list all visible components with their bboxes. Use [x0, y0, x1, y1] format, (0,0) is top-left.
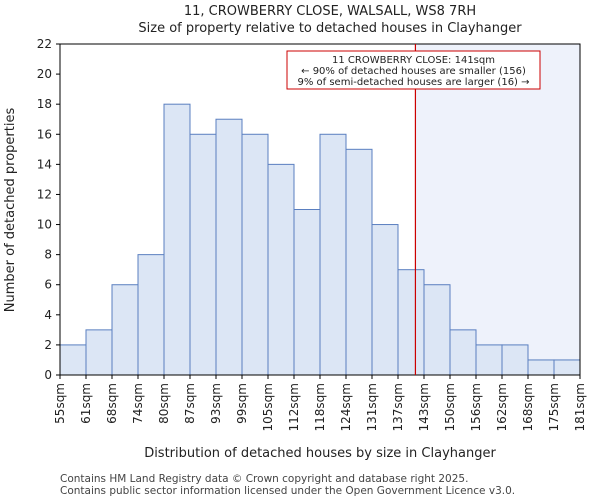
bar-168sqm	[527, 359, 555, 376]
bar-118sqm	[319, 133, 347, 376]
y-tick-label: 2	[44, 338, 52, 352]
bar-131sqm	[371, 224, 399, 376]
x-tick-label: 175sqm	[547, 383, 561, 431]
bar-156sqm	[475, 344, 503, 376]
bar-124sqm	[345, 148, 373, 376]
bar-87sqm	[189, 133, 217, 376]
chart-title-line-2: Size of property relative to detached ho…	[138, 21, 522, 36]
bar-61sqm	[85, 329, 113, 376]
y-tick-label: 12	[37, 187, 52, 201]
annotation-box	[286, 50, 541, 90]
x-tick-label: 131sqm	[365, 383, 379, 431]
x-tick-label: 61sqm	[79, 383, 93, 424]
y-axis-label: Number of detached properties	[3, 108, 18, 313]
bar-105sqm	[267, 163, 295, 376]
bar-55sqm	[59, 344, 87, 376]
bar-143sqm	[423, 284, 451, 376]
x-tick-label: 74sqm	[131, 383, 145, 424]
y-tick-label: 4	[44, 308, 52, 322]
x-tick-label: 112sqm	[287, 383, 301, 431]
annotation-line-1: 11 CROWBERRY CLOSE: 141sqm	[332, 55, 495, 66]
x-tick-label: 168sqm	[521, 383, 535, 431]
x-tick-label: 143sqm	[417, 383, 431, 431]
x-axis-label: Distribution of detached houses by size …	[144, 446, 496, 461]
y-tick-label: 20	[37, 67, 52, 81]
chart-title-line-1: 11, CROWBERRY CLOSE, WALSALL, WS8 7RH	[184, 4, 476, 19]
x-tick-label: 93sqm	[209, 383, 223, 424]
bar-137sqm	[397, 269, 425, 376]
bar-112sqm	[293, 209, 321, 376]
bar-74sqm	[137, 254, 165, 376]
footer-line-1: Contains HM Land Registry data © Crown c…	[60, 473, 469, 485]
y-tick-label: 6	[44, 278, 52, 292]
y-tick-label: 10	[37, 218, 52, 232]
bar-99sqm	[241, 133, 269, 376]
y-tick-label: 8	[44, 248, 52, 262]
histogram-chart: 11, CROWBERRY CLOSE, WALSALL, WS8 7RH Si…	[3, 4, 587, 461]
bar-150sqm	[449, 329, 477, 376]
x-tick-label: 162sqm	[495, 383, 509, 431]
y-tick-label: 0	[44, 368, 52, 382]
x-tick-label: 181sqm	[573, 383, 587, 431]
y-tick-label: 22	[37, 37, 52, 51]
x-tick-label: 87sqm	[183, 383, 197, 424]
x-tick-label: 80sqm	[157, 383, 171, 424]
bar-80sqm	[163, 103, 191, 376]
x-tick-label: 55sqm	[53, 383, 67, 424]
x-tick-label: 137sqm	[391, 383, 405, 431]
bar-175sqm	[553, 359, 581, 376]
x-tick-label: 124sqm	[339, 383, 353, 431]
y-tick-label: 18	[37, 97, 52, 111]
x-tick-label: 68sqm	[105, 383, 119, 424]
x-tick-label: 118sqm	[313, 383, 327, 431]
x-tick-label: 150sqm	[443, 383, 457, 431]
y-tick-label: 16	[37, 127, 52, 141]
footer-line-2: Contains public sector information licen…	[60, 485, 516, 497]
bar-93sqm	[215, 118, 243, 376]
x-tick-label: 105sqm	[261, 383, 275, 431]
x-tick-label: 99sqm	[235, 383, 249, 424]
bar-68sqm	[111, 284, 139, 376]
annotation-line-2: ← 90% of detached houses are smaller (15…	[301, 66, 526, 77]
y-tick-label: 14	[37, 157, 52, 171]
annotation-line-3: 9% of semi-detached houses are larger (1…	[297, 77, 529, 88]
x-tick-label: 156sqm	[469, 383, 483, 431]
bar-162sqm	[501, 344, 529, 376]
